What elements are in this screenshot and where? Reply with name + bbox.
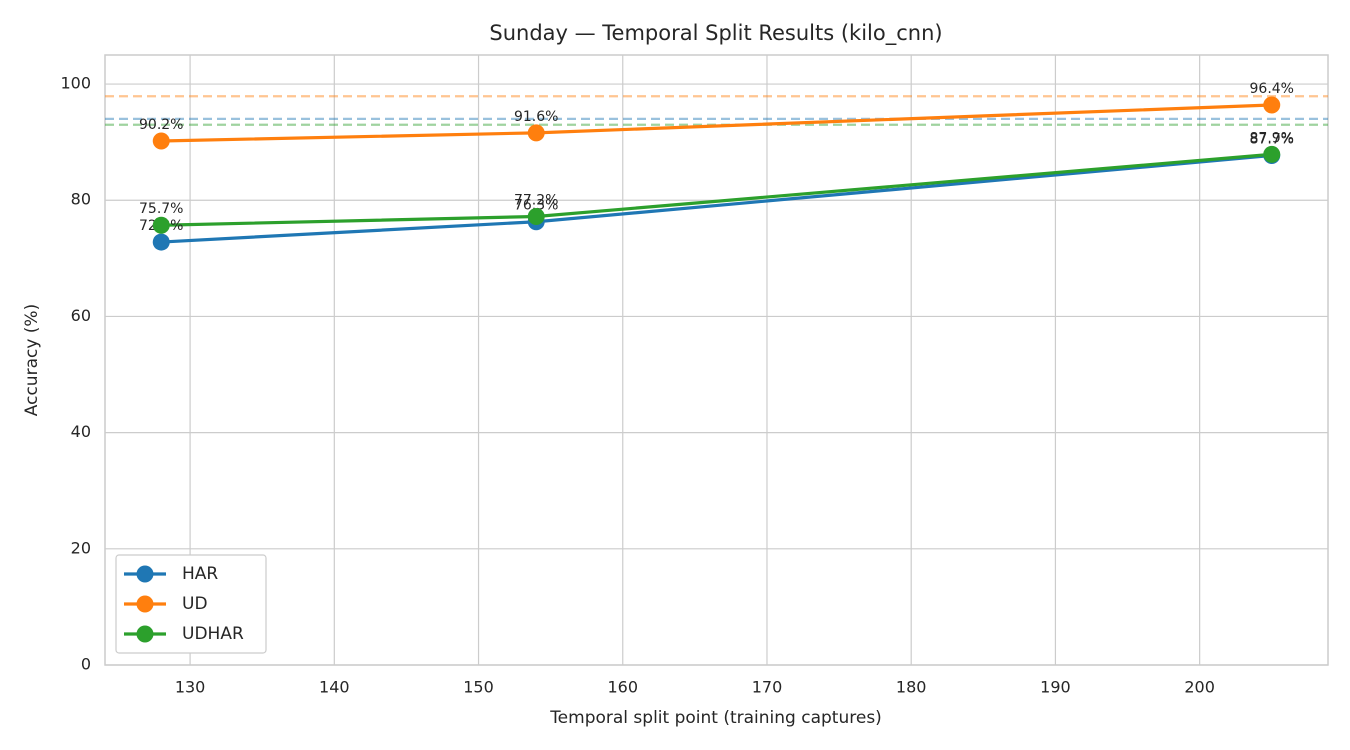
data-point <box>1263 145 1281 163</box>
y-tick-label: 60 <box>71 306 91 325</box>
y-axis-label: Accuracy (%) <box>22 304 42 416</box>
data-label: 75.7% <box>139 201 183 217</box>
data-point <box>1263 96 1281 114</box>
x-tick-label: 140 <box>319 678 350 697</box>
data-label: 91.6% <box>514 109 558 125</box>
data-point <box>527 124 545 142</box>
data-point <box>152 216 170 234</box>
x-tick-label: 150 <box>463 678 494 697</box>
chart-title: Sunday — Temporal Split Results (kilo_cn… <box>489 21 942 46</box>
data-point <box>527 208 545 226</box>
data-point <box>152 233 170 251</box>
legend: HAR UD UDHAR <box>115 554 267 654</box>
data-label: 76.3% <box>514 198 558 214</box>
x-tick-label: 180 <box>896 678 927 697</box>
legend-frame <box>115 554 267 654</box>
data-label: 77.2% <box>514 193 558 209</box>
data-label: 90.2% <box>139 117 183 133</box>
legend-label: UDHAR <box>182 624 244 644</box>
plot-frame <box>104 54 1329 666</box>
x-tick-label: 130 <box>175 678 206 697</box>
x-tick-label: 170 <box>752 678 783 697</box>
plot-area <box>105 55 1328 665</box>
data-label: 87.7% <box>1250 132 1294 148</box>
legend-marker <box>136 565 154 583</box>
data-point <box>152 132 170 150</box>
legend-marker <box>136 595 154 613</box>
y-tick-label: 0 <box>81 655 91 674</box>
x-tick-label: 200 <box>1184 678 1215 697</box>
legend-label: HAR <box>182 564 218 584</box>
x-tick-label: 190 <box>1040 678 1071 697</box>
legend-label: UD <box>182 594 208 614</box>
y-tick-label: 40 <box>71 422 91 441</box>
legend-marker <box>136 625 154 643</box>
y-tick-label: 20 <box>71 538 91 557</box>
y-tick-label: 80 <box>71 190 91 209</box>
y-tick-label: 100 <box>60 74 91 93</box>
x-tick-label: 160 <box>607 678 638 697</box>
data-label: 96.4% <box>1250 81 1294 97</box>
data-label: 87.9% <box>1250 130 1294 146</box>
x-axis-label: Temporal split point (training captures) <box>549 708 882 728</box>
